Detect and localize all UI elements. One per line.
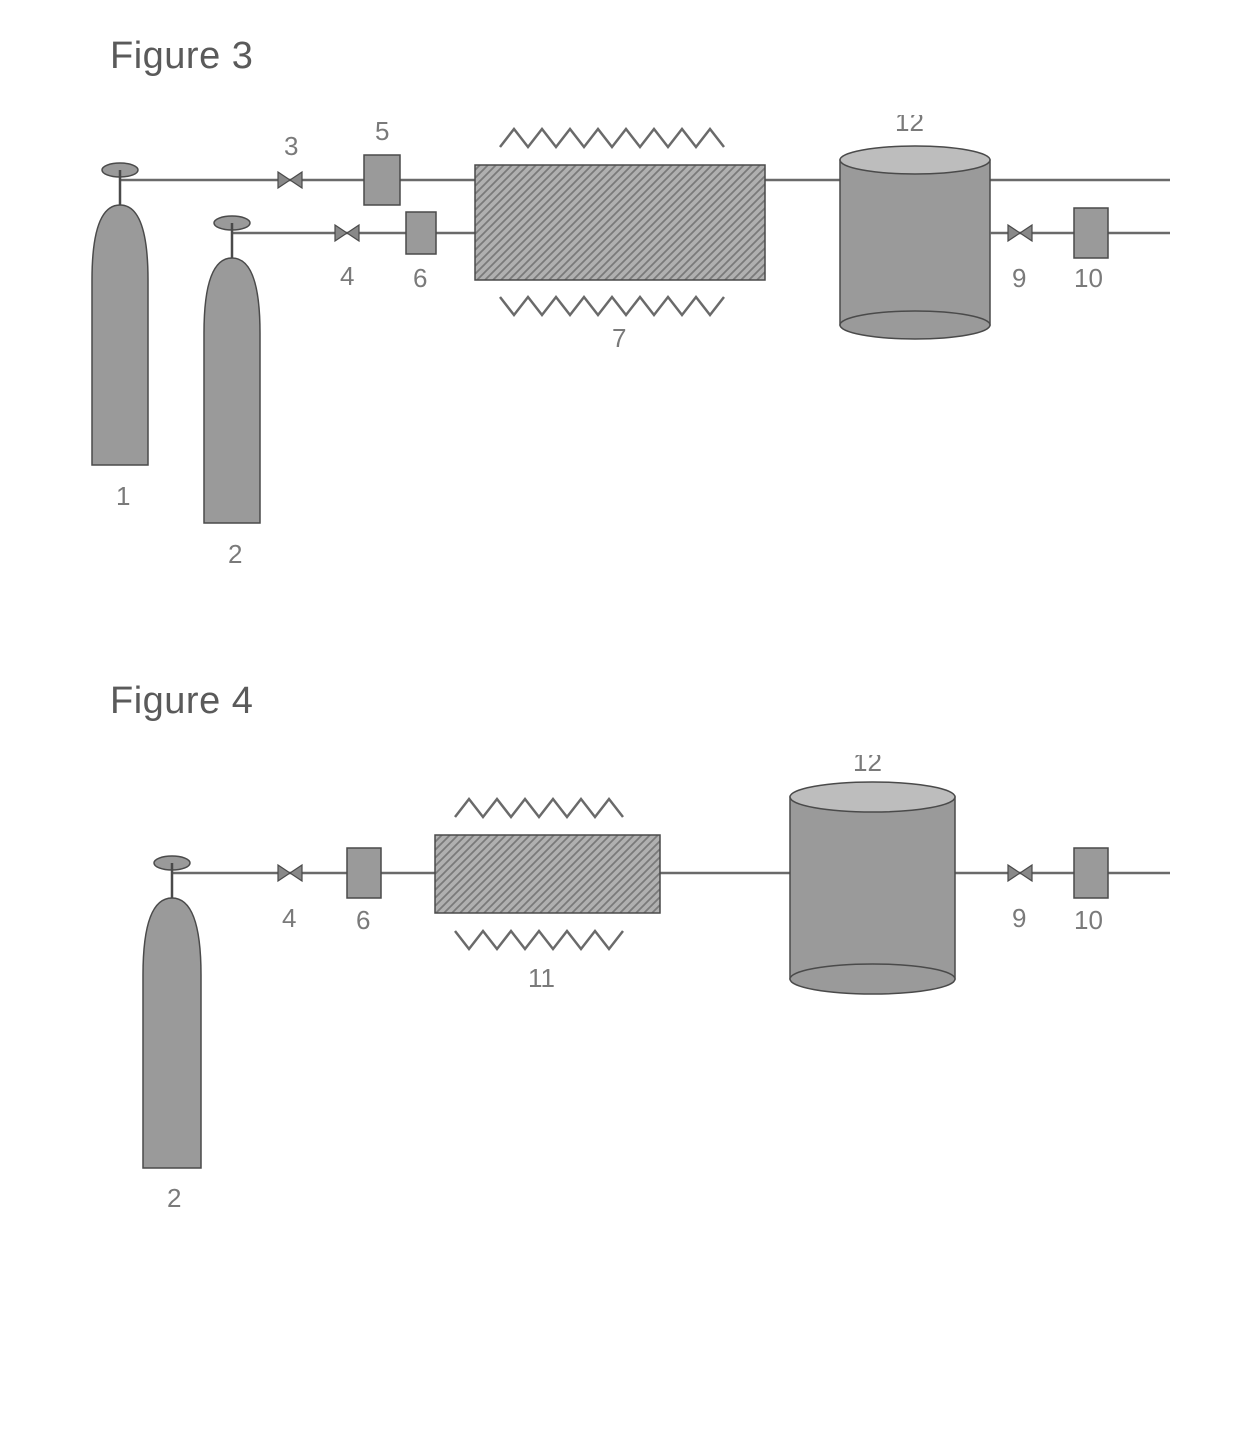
component-10 xyxy=(1074,208,1108,258)
gas-cylinder-2b xyxy=(143,856,201,1168)
label-1: 1 xyxy=(116,481,130,511)
label-2: 2 xyxy=(228,539,242,569)
page: Figure 3 xyxy=(0,0,1240,1437)
label-11: 11 xyxy=(528,963,555,993)
label-12: 12 xyxy=(895,115,924,137)
label-6b: 6 xyxy=(356,905,370,935)
label-10: 10 xyxy=(1074,263,1103,293)
component-6b xyxy=(347,848,381,898)
label-12b: 12 xyxy=(853,755,882,777)
reactor-11 xyxy=(435,799,660,949)
reactor-7 xyxy=(475,129,765,315)
label-9b: 9 xyxy=(1012,903,1026,933)
gas-cylinder-2 xyxy=(204,216,260,523)
figure-4-diagram: 2 4 6 9 10 11 12 xyxy=(50,755,1200,1375)
tank-12b xyxy=(790,782,955,994)
label-4b: 4 xyxy=(282,903,296,933)
label-7: 7 xyxy=(612,323,626,353)
valve-9 xyxy=(1008,225,1032,241)
component-10b xyxy=(1074,848,1108,898)
label-9: 9 xyxy=(1012,263,1026,293)
figure-4-title: Figure 4 xyxy=(110,680,253,723)
label-4: 4 xyxy=(340,261,354,291)
label-5: 5 xyxy=(375,116,389,146)
valve-4 xyxy=(335,225,359,241)
label-3: 3 xyxy=(284,131,298,161)
label-2b: 2 xyxy=(167,1183,181,1213)
figure-3-diagram: 1 2 3 4 5 6 7 9 10 12 xyxy=(50,115,1200,585)
valve-3 xyxy=(278,172,302,188)
gas-cylinder-1 xyxy=(92,163,148,465)
label-6: 6 xyxy=(413,263,427,293)
component-6 xyxy=(406,212,436,254)
component-5 xyxy=(364,155,400,205)
valve-9b xyxy=(1008,865,1032,881)
label-10b: 10 xyxy=(1074,905,1103,935)
tank-12 xyxy=(840,146,990,339)
valve-4b xyxy=(278,865,302,881)
figure-3-title: Figure 3 xyxy=(110,35,253,78)
